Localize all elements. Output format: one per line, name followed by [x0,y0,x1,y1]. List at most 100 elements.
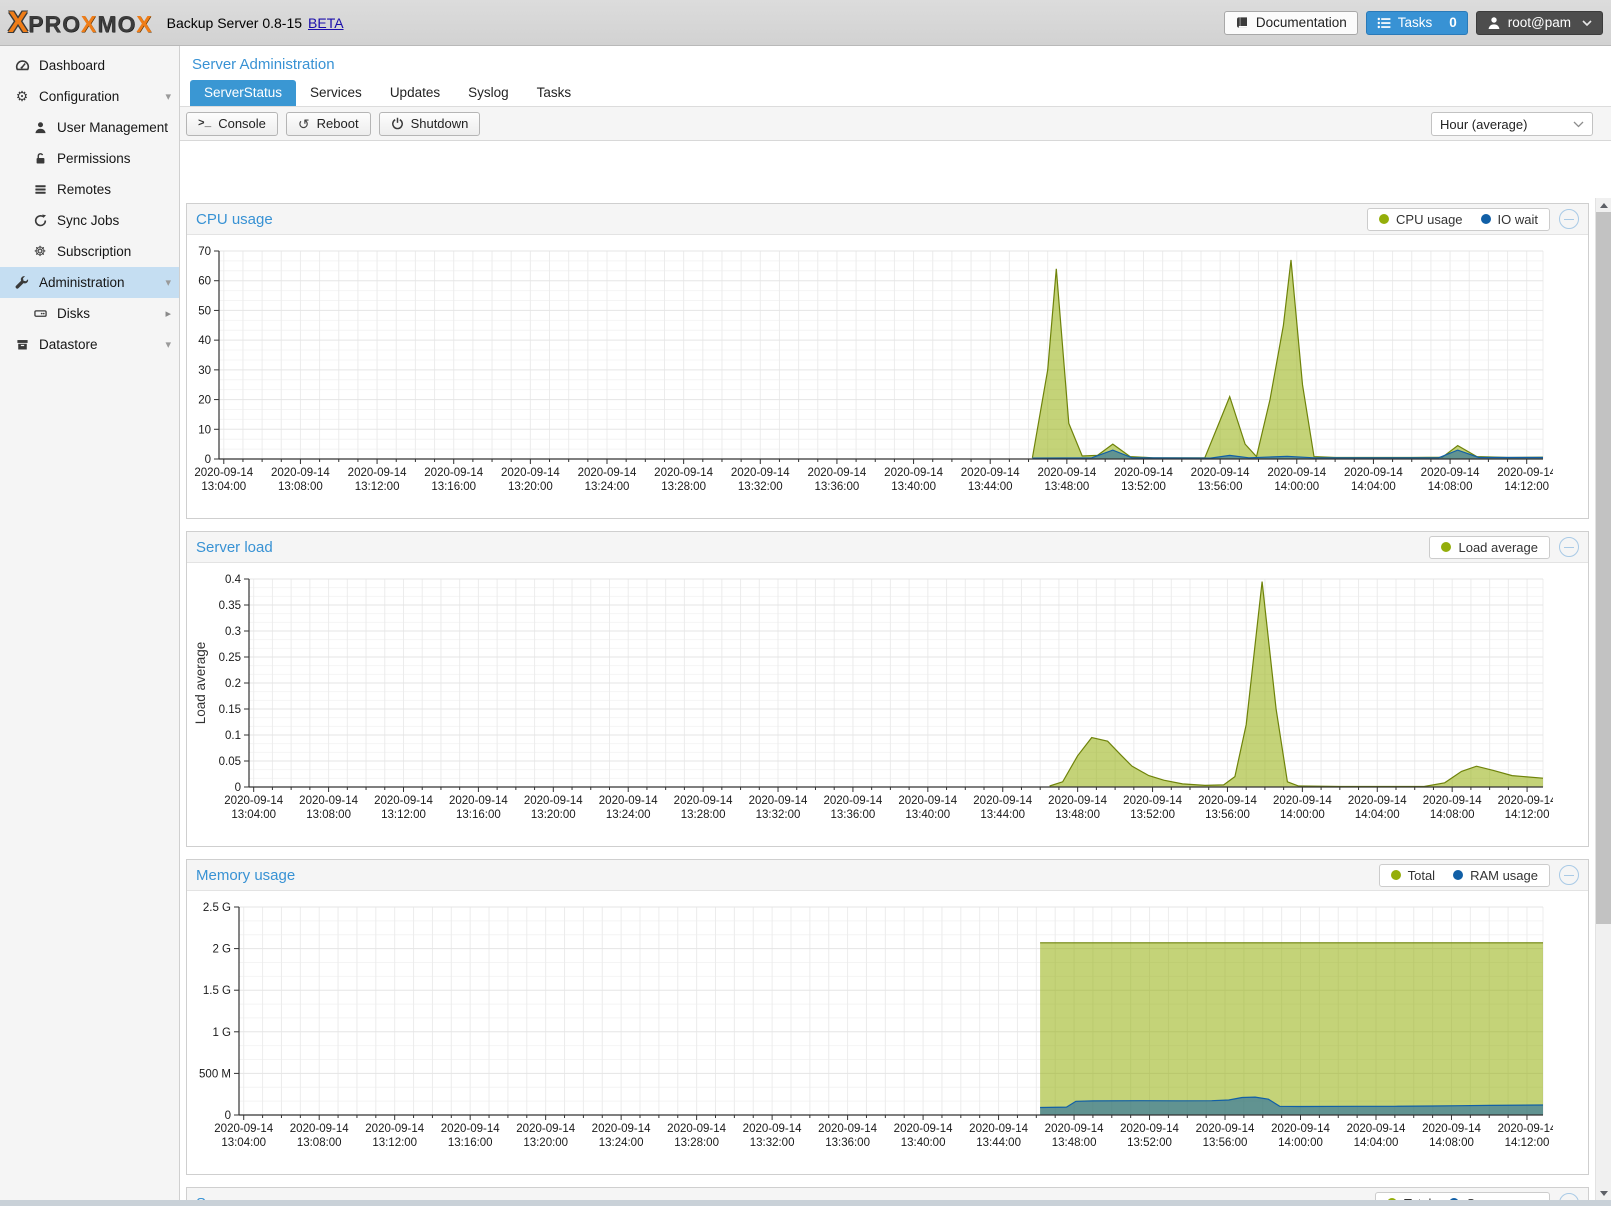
svg-text:13:48:00: 13:48:00 [1052,1137,1097,1149]
svg-text:10: 10 [198,424,211,436]
svg-text:2020-09-14: 2020-09-14 [1123,795,1182,807]
documentation-button[interactable]: Documentation [1223,10,1358,35]
svg-text:2020-09-14: 2020-09-14 [1191,467,1250,479]
sidebar-item-sync-jobs[interactable]: Sync Jobs [0,205,179,236]
sidebar-item-permissions[interactable]: Permissions [0,143,179,174]
tab-updates[interactable]: Updates [389,85,441,100]
svg-text:2020-09-14: 2020-09-14 [1347,1123,1406,1135]
vertical-scrollbar[interactable] [1595,198,1611,1200]
svg-text:70: 70 [198,246,211,258]
panel-title: Memory usage [196,866,296,884]
proxmox-x-icon: X [8,5,29,39]
svg-text:0: 0 [225,1110,231,1122]
svg-text:2020-09-14: 2020-09-14 [1048,795,1107,807]
user-menu-label: root@pam [1507,15,1571,30]
svg-text:2020-09-14: 2020-09-14 [1497,467,1553,479]
svg-text:14:08:00: 14:08:00 [1430,809,1475,821]
sidebar-item-administration[interactable]: Administration ▾ [0,267,179,298]
svg-text:13:20:00: 13:20:00 [523,1137,568,1149]
sidebar-item-user-management[interactable]: User Management [0,112,179,143]
reboot-icon: ↺ [297,115,310,132]
svg-text:13:08:00: 13:08:00 [297,1137,342,1149]
svg-text:2020-09-14: 2020-09-14 [290,1123,349,1135]
app-subtitle: Backup Server 0.8-15 [166,14,303,31]
timeframe-select[interactable]: Hour (average) [1431,112,1593,136]
svg-text:2020-09-14: 2020-09-14 [224,795,283,807]
sidebar-item-disks[interactable]: Disks ▸ [0,298,179,329]
svg-text:13:04:00: 13:04:00 [221,1137,266,1149]
sidebar-label: Configuration [39,89,120,104]
svg-text:14:04:00: 14:04:00 [1354,1137,1399,1149]
svg-text:14:04:00: 14:04:00 [1355,809,1400,821]
beta-link[interactable]: BETA [308,14,344,31]
svg-text:2020-09-14: 2020-09-14 [1344,467,1403,479]
sidebar-item-datastore[interactable]: Datastore ▾ [0,329,179,360]
legend-dot-blue [1480,214,1491,224]
chart-body: 0 0.05 0.1 0.15 0.2 0.25 0.3 0.35 0.4 2020-09-14 1… [187,563,1588,846]
svg-text:0: 0 [235,782,241,794]
tab-syslog[interactable]: Syslog [468,85,509,100]
chart-legend: CPU usage IO wait [1367,207,1550,231]
svg-text:13:12:00: 13:12:00 [381,809,426,821]
collapse-arrow-icon[interactable]: ▾ [165,91,171,103]
svg-text:13:32:00: 13:32:00 [750,1137,795,1149]
expand-arrow-icon[interactable]: ▸ [165,308,171,320]
svg-text:2020-09-14: 2020-09-14 [894,1123,953,1135]
main-content: Server Administration ServerStatus Servi… [180,46,1611,1206]
svg-text:13:44:00: 13:44:00 [980,809,1025,821]
collapse-panel-icon[interactable] [1559,1193,1579,1200]
svg-text:13:44:00: 13:44:00 [968,481,1013,493]
tasks-count-badge: 0 [1449,15,1457,30]
scroll-down-arrow[interactable] [1596,1186,1611,1200]
sidebar-label: Administration [39,275,125,290]
sidebar-item-dashboard[interactable]: Dashboard [0,50,179,81]
svg-text:2020-09-14: 2020-09-14 [214,1123,273,1135]
svg-text:2020-09-14: 2020-09-14 [1422,1123,1481,1135]
svg-text:13:28:00: 13:28:00 [674,1137,719,1149]
refresh-icon [30,214,50,227]
sidebar-item-configuration[interactable]: ⚙ Configuration ▾ [0,81,179,112]
sidebar-item-remotes[interactable]: Remotes [0,174,179,205]
cpu-usage-panel: CPU usage CPU usage IO wait 0 10 20 30 40 50 6… [186,203,1589,519]
sidebar-item-subscription[interactable]: ☸ Subscription [0,236,179,267]
svg-text:2020-09-14: 2020-09-14 [524,795,583,807]
collapse-panel-icon[interactable] [1559,865,1579,885]
svg-text:13:28:00: 13:28:00 [661,481,706,493]
user-menu-button[interactable]: root@pam [1475,10,1603,35]
collapse-arrow-icon[interactable]: ▾ [165,277,171,289]
legend-item: Total [1390,868,1435,883]
svg-text:2020-09-14: 2020-09-14 [441,1123,500,1135]
legend-item: CPU usage [1379,212,1463,227]
tasks-button[interactable]: Tasks 0 [1365,10,1468,35]
collapse-panel-icon[interactable] [1559,537,1579,557]
svg-text:14:08:00: 14:08:00 [1428,481,1473,493]
svg-text:13:24:00: 13:24:00 [599,1137,644,1149]
tab-serverstatus[interactable]: ServerStatus [190,80,297,106]
shutdown-button[interactable]: Shutdown [378,111,481,136]
chevron-down-icon [1582,19,1592,26]
server-load-panel: Server load Load average 0 0.05 0.1 0.15 0.2… [186,531,1589,847]
console-button[interactable]: >_ Console [186,111,278,136]
svg-text:2020-09-14: 2020-09-14 [1196,1123,1255,1135]
svg-text:2020-09-14: 2020-09-14 [1037,467,1096,479]
timeframe-value: Hour (average) [1440,116,1528,132]
collapse-arrow-icon[interactable]: ▾ [165,339,171,351]
svg-text:2020-09-14: 2020-09-14 [365,1123,424,1135]
scrollbar-thumb[interactable] [1596,212,1611,924]
toolbar: >_ Console ↺ Reboot Shutdown Hour (avera… [180,107,1611,141]
svg-text:13:12:00: 13:12:00 [355,481,400,493]
svg-text:13:08:00: 13:08:00 [306,809,351,821]
svg-text:2 G: 2 G [212,944,231,956]
legend-item: RAM usage [1453,868,1538,883]
reboot-button[interactable]: ↺ Reboot [285,111,371,136]
tab-services[interactable]: Services [310,85,362,100]
svg-text:13:44:00: 13:44:00 [976,1137,1021,1149]
collapse-panel-icon[interactable] [1559,209,1579,229]
svg-text:0.4: 0.4 [225,574,242,586]
sidebar-label: Remotes [57,182,112,197]
datastore-box-icon [12,338,32,351]
sidebar-label: Datastore [39,337,98,352]
scroll-up-arrow[interactable] [1596,198,1611,212]
tab-tasks[interactable]: Tasks [536,85,572,100]
chart-legend: Total Swap usage [1374,1191,1550,1200]
